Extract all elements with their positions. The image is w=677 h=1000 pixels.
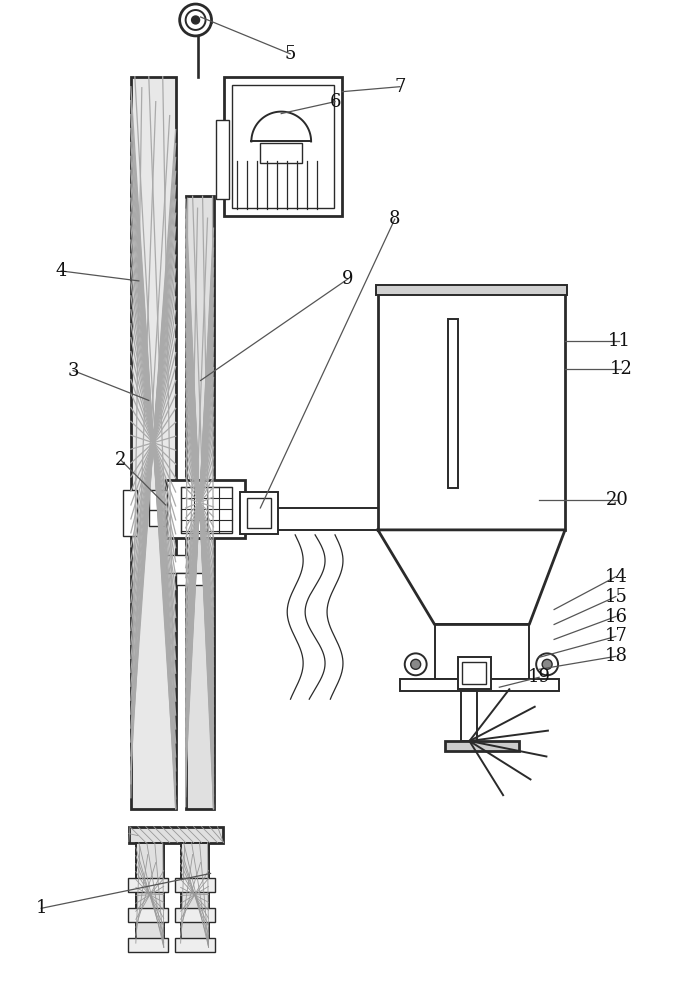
- Text: 5: 5: [284, 45, 296, 63]
- Bar: [166, 555, 188, 573]
- Bar: [185, 196, 213, 809]
- Bar: [447, 319, 458, 488]
- Bar: [445, 741, 519, 751]
- Circle shape: [411, 659, 420, 669]
- Text: 16: 16: [605, 608, 628, 626]
- Text: 18: 18: [605, 647, 628, 665]
- Circle shape: [185, 10, 206, 30]
- Bar: [458, 657, 492, 689]
- Bar: [181, 843, 209, 947]
- Text: 3: 3: [67, 362, 79, 380]
- Text: 1: 1: [35, 899, 47, 917]
- Bar: [166, 480, 245, 538]
- Text: 6: 6: [329, 93, 341, 111]
- Bar: [240, 508, 380, 530]
- Bar: [232, 85, 334, 208]
- Bar: [175, 878, 215, 892]
- Circle shape: [405, 653, 427, 675]
- Bar: [128, 878, 168, 892]
- Circle shape: [192, 16, 200, 24]
- Bar: [399, 679, 559, 691]
- Text: 7: 7: [394, 78, 406, 96]
- Bar: [175, 573, 206, 585]
- Bar: [462, 691, 477, 741]
- Bar: [247, 498, 271, 528]
- Text: 4: 4: [56, 262, 67, 280]
- Bar: [376, 285, 567, 295]
- Bar: [128, 938, 168, 952]
- Bar: [462, 662, 486, 684]
- Bar: [149, 490, 167, 512]
- Circle shape: [542, 659, 552, 669]
- Bar: [261, 143, 302, 163]
- Text: 8: 8: [389, 210, 401, 228]
- Bar: [136, 843, 164, 947]
- Text: 9: 9: [342, 270, 353, 288]
- Bar: [225, 77, 342, 216]
- Bar: [181, 487, 232, 533]
- Text: 11: 11: [607, 332, 630, 350]
- Bar: [215, 120, 230, 199]
- Circle shape: [179, 4, 211, 36]
- Circle shape: [536, 653, 558, 675]
- Text: 2: 2: [115, 451, 127, 469]
- Text: 14: 14: [605, 568, 628, 586]
- Bar: [175, 938, 215, 952]
- Text: 12: 12: [609, 360, 632, 378]
- Bar: [378, 293, 565, 530]
- Polygon shape: [378, 530, 565, 624]
- Bar: [240, 492, 278, 534]
- Text: 17: 17: [605, 627, 628, 645]
- Bar: [175, 908, 215, 922]
- Text: 20: 20: [605, 491, 628, 509]
- Bar: [129, 827, 223, 843]
- Text: 19: 19: [527, 668, 550, 686]
- Bar: [131, 77, 175, 809]
- Bar: [149, 510, 165, 526]
- Bar: [123, 490, 137, 536]
- Bar: [435, 624, 529, 679]
- Bar: [128, 908, 168, 922]
- Text: 15: 15: [605, 588, 628, 606]
